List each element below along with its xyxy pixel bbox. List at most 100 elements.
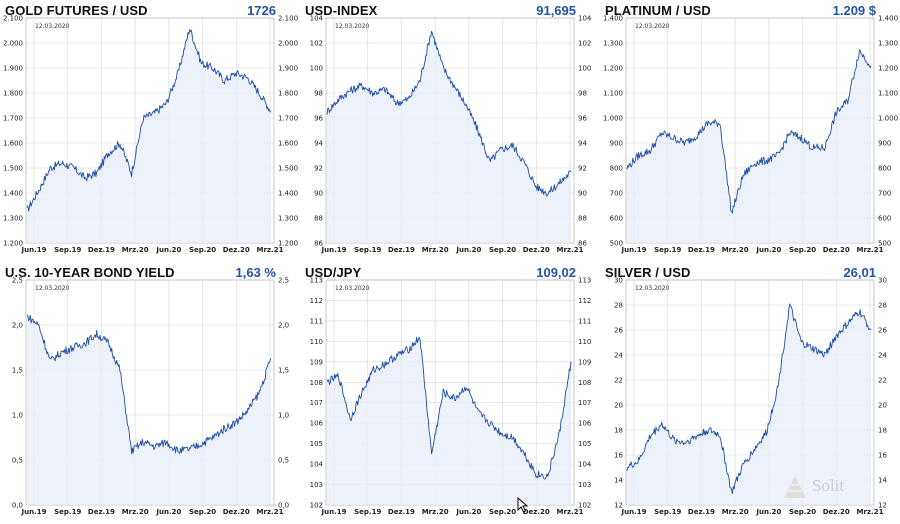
bond-yield-current-value: 1,63 %	[235, 265, 276, 280]
y-tick-label-left: 106	[310, 420, 324, 428]
x-tick-label: Sep.20	[489, 508, 516, 516]
x-tick-label: Mrz.20	[722, 246, 749, 254]
y-tick-label-right: 700	[878, 190, 891, 198]
y-tick-label-right: 500	[878, 240, 891, 248]
y-tick-label-right: 12	[878, 502, 887, 510]
x-tick-label: Mrz.21	[857, 508, 884, 516]
y-tick-label-right: 92	[578, 165, 587, 173]
y-tick-label-left: 1.900	[3, 65, 23, 73]
y-tick-label-right: 2,5	[278, 277, 289, 285]
x-tick-label: Jun.20	[755, 246, 781, 254]
y-tick-label-left: 108	[310, 379, 323, 387]
silver-chart-svg: 12 12 14 14 16 16 18 18 20 20 22 22 24 24 26 26 28 28 30 30…	[614, 277, 887, 517]
solit-logo: Solit	[782, 474, 892, 504]
y-tick-label-left: 92	[314, 165, 323, 173]
y-tick-label-left: 16	[614, 452, 623, 460]
usd-jpy-chart-svg: 102 102 103 103 104 104 105 105 106 106 107 107 108 1…	[310, 277, 592, 517]
x-tick-label: Mrz.20	[422, 246, 449, 254]
y-tick-label-left: 0,5	[12, 457, 23, 465]
y-tick-label-right: 108	[578, 379, 591, 387]
y-tick-label-right: 1.700	[278, 115, 298, 123]
y-tick-label-left: 1.200	[603, 65, 623, 73]
date-label: 12.03.2020	[35, 285, 70, 292]
bond-yield-series-line	[26, 314, 272, 455]
bond-yield-title: U.S. 10-YEAR BOND YIELD	[5, 265, 175, 280]
x-tick-label: Dez.19	[388, 246, 415, 254]
y-tick-label-left: 86	[314, 240, 323, 248]
y-tick-label-right: 88	[578, 215, 587, 223]
y-tick-label-left: 112	[310, 297, 323, 305]
y-tick-label-right: 1.100	[878, 90, 898, 98]
y-tick-label-right: 24	[878, 352, 887, 360]
x-tick-label: Dez.20	[523, 246, 550, 254]
y-tick-label-left: 18	[614, 427, 623, 435]
watermark-text: Solit	[812, 476, 845, 495]
y-tick-label-right: 109	[578, 358, 591, 366]
y-tick-label-left: 98	[314, 90, 323, 98]
y-tick-label-left: 1.400	[3, 190, 23, 198]
y-tick-label-left: 104	[310, 15, 324, 23]
platinum-series-line	[626, 49, 872, 214]
date-label: 12.03.2020	[335, 285, 370, 292]
gold-series-line	[26, 29, 272, 212]
usd-index-current-value: 91,695	[536, 3, 576, 18]
x-tick-label: Jun.20	[455, 508, 481, 516]
silver-chart-panel: 12 12 14 14 16 16 18 18 20 20 22 22 24 24 26 26 28 28 30 30…	[600, 262, 900, 524]
y-tick-label-right: 111	[578, 317, 591, 325]
y-tick-label-left: 1.400	[603, 15, 623, 23]
y-tick-label-right: 1,5	[278, 367, 289, 375]
usd-jpy-current-value: 109,02	[536, 265, 576, 280]
y-tick-label-left: 2.100	[3, 15, 23, 23]
silver-series-line	[626, 303, 872, 494]
y-tick-label-left: 22	[614, 377, 623, 385]
pyramid-icon	[784, 476, 806, 498]
y-tick-label-left: 1.300	[3, 215, 23, 223]
usd-index-title: USD-INDEX	[305, 3, 378, 18]
y-tick-label-left: 104	[310, 461, 324, 469]
x-tick-label: Mrz.20	[422, 508, 449, 516]
x-tick-label: Jun.19	[21, 508, 47, 516]
platinum-chart-svg: 500 500 600 600 700 700 800 800 900 900 1.000 1.000…	[603, 15, 898, 255]
x-tick-label: Jun.20	[755, 508, 781, 516]
x-tick-label: Sep.20	[789, 508, 816, 516]
x-tick-label: Sep.19	[354, 246, 381, 254]
y-tick-label-right: 110	[578, 338, 591, 346]
y-tick-label-left: 111	[310, 317, 323, 325]
x-tick-label: Jun.19	[621, 508, 647, 516]
x-tick-label: Dez.19	[88, 246, 115, 254]
y-tick-label-left: 1.300	[603, 40, 623, 48]
y-tick-label-left: 109	[310, 358, 323, 366]
gold-chart-svg: 1.200 1.200 1.300 1.300 1.400 1.400 1.500 1.500…	[3, 15, 298, 255]
gold-current-value: 1726	[247, 3, 276, 18]
y-tick-label-left: 2,5	[12, 277, 23, 285]
y-tick-label-right: 113	[578, 277, 591, 285]
y-tick-label-left: 28	[614, 302, 623, 310]
gold-chart-panel: 1.200 1.200 1.300 1.300 1.400 1.400 1.500 1.500…	[0, 0, 300, 262]
y-tick-label-right: 1.200	[878, 65, 898, 73]
bond-yield-chart-panel: 0,0 0,0 0,5 0,5 1,0 1,0 1,5 1,5 2,0 2,0 2,5 2,5 Jun.…	[0, 262, 300, 524]
x-tick-label: Mrz.20	[722, 508, 749, 516]
date-label: 12.03.2020	[35, 23, 70, 30]
y-tick-label-left: 800	[610, 165, 623, 173]
y-tick-label-right: 0,5	[278, 457, 289, 465]
y-tick-label-right: 1.800	[278, 90, 298, 98]
y-tick-label-left: 2,0	[12, 322, 23, 330]
y-tick-label-left: 113	[310, 277, 323, 285]
y-tick-label-left: 700	[610, 190, 623, 198]
x-tick-label: Sep.19	[54, 508, 81, 516]
y-tick-label-left: 105	[310, 440, 323, 448]
y-tick-label-right: 1.400	[878, 15, 898, 23]
y-tick-label-right: 90	[578, 190, 587, 198]
y-tick-label-right: 102	[578, 40, 591, 48]
y-tick-label-right: 1.000	[878, 115, 898, 123]
y-tick-label-right: 16	[878, 452, 887, 460]
mouse-cursor-icon	[517, 497, 529, 513]
y-tick-label-right: 22	[878, 377, 887, 385]
usd-index-chart-svg: 86 86 88 88 90 90 92 92 94 94 96 96 98 98 100 100 102 102…	[310, 15, 592, 255]
x-tick-label: Jun.19	[321, 508, 347, 516]
y-tick-label-right: 600	[878, 215, 891, 223]
usd-jpy-area-fill	[327, 337, 571, 505]
y-tick-label-left: 1.700	[3, 115, 23, 123]
y-tick-label-right: 86	[578, 240, 587, 248]
y-tick-label-left: 500	[610, 240, 623, 248]
